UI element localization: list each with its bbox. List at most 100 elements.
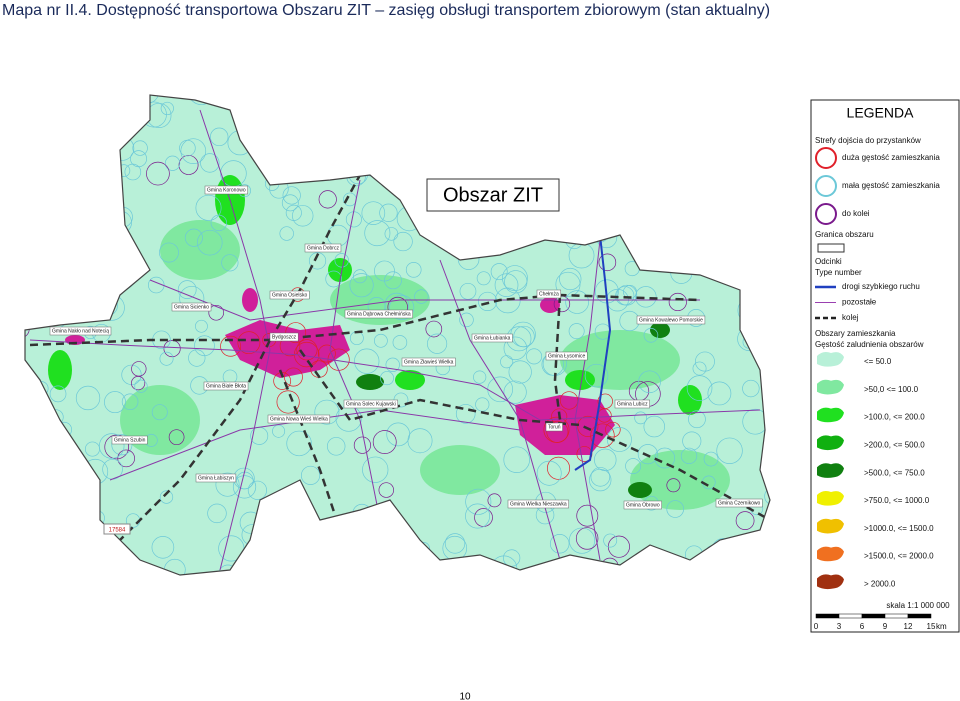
place-box — [343, 399, 398, 409]
stop-zone — [285, 322, 307, 344]
stop-zone — [159, 242, 179, 263]
stop-zone — [496, 212, 515, 231]
legend-swatch — [817, 407, 844, 423]
stop-zone — [341, 113, 368, 141]
stop-zone — [102, 95, 127, 110]
legend-label: pozostałe — [842, 298, 877, 307]
place-label: Gmina Szubin — [114, 437, 146, 443]
stop-zone — [281, 194, 299, 212]
stop-zone — [601, 154, 618, 171]
stop-zone — [533, 135, 557, 159]
stop-zone — [686, 375, 713, 401]
stop-zone — [240, 95, 262, 116]
stop-zone — [568, 527, 596, 554]
stop-zone — [505, 209, 521, 225]
code-box — [103, 523, 131, 535]
stop-zone — [590, 467, 611, 487]
place-label: Gmina Białe Błota — [206, 383, 246, 389]
stop-zone — [704, 136, 728, 159]
stop-zone — [389, 295, 415, 321]
legend-label: >1000.0, <= 1500.0 — [864, 524, 934, 533]
legend-label: >750.0, <= 1000.0 — [864, 496, 930, 505]
stop-zone — [77, 252, 93, 268]
roads — [29, 109, 761, 571]
stop-zone — [25, 319, 30, 339]
stop-zone — [630, 196, 657, 223]
stop-zone — [632, 135, 650, 153]
stop-zone — [407, 428, 433, 454]
stop-zone — [563, 131, 583, 151]
stop-zone — [200, 153, 220, 173]
stop-zone — [563, 212, 589, 238]
page-number: 10 — [459, 692, 471, 701]
stop-zone — [402, 170, 425, 193]
stop-zone — [130, 150, 147, 168]
stop-zone — [584, 363, 609, 388]
stop-zone — [605, 421, 621, 438]
stop-zone — [741, 131, 762, 152]
stop-zone — [184, 228, 203, 247]
place-label: Gmina Dąbrowa Chełmińska — [347, 311, 411, 317]
stop-zone — [684, 201, 705, 221]
stop-zone — [666, 478, 681, 493]
legend-label: kolej — [842, 313, 859, 322]
stop-zone — [716, 437, 743, 464]
stop-zone — [53, 169, 79, 194]
stop-zone — [328, 523, 351, 546]
legend-circle — [815, 203, 837, 225]
scale-text: skala 1:1 000 000 — [886, 601, 950, 610]
stop-zone — [761, 95, 770, 108]
stop-zone — [520, 157, 541, 178]
stop-zone — [379, 203, 398, 222]
legend-swatch — [817, 379, 844, 395]
stop-zone — [590, 423, 615, 448]
expressway — [574, 234, 612, 471]
stop-zone — [177, 280, 197, 299]
stop-zone — [327, 95, 349, 107]
stop-zone — [134, 379, 148, 393]
stop-zone — [349, 273, 374, 298]
stop-zone — [117, 449, 135, 468]
stop-zone — [473, 370, 487, 384]
stop-zone — [98, 243, 113, 258]
stop-zone — [576, 504, 599, 527]
stop-zone — [575, 527, 599, 550]
place-box — [171, 302, 212, 312]
stop-zone — [743, 531, 769, 557]
stop-zone — [232, 475, 257, 499]
stop-zone — [217, 95, 233, 99]
stop-zone — [39, 462, 67, 490]
stop-zone — [744, 201, 767, 223]
stop-zone — [196, 229, 223, 256]
stop-zone — [384, 271, 402, 290]
place-box — [267, 414, 331, 424]
stop-zone — [41, 123, 55, 137]
legend-heading: Obszary zamieszkania — [815, 329, 896, 338]
place-box — [111, 435, 148, 445]
place-label: Gmina Czernikowo — [718, 500, 760, 506]
stop-zone — [151, 404, 168, 421]
legend-heading: Gęstość zaludnienia obszarów — [815, 340, 924, 349]
place-box — [269, 290, 310, 300]
stop-zone — [32, 484, 59, 512]
stop-zone — [584, 95, 603, 111]
stop-zone — [502, 265, 528, 292]
stop-zone — [104, 391, 126, 414]
stop-zone — [503, 446, 530, 473]
scale-segment — [861, 613, 886, 619]
legend-swatch — [817, 463, 844, 478]
stop-zone — [577, 415, 599, 437]
stop-zone — [325, 270, 343, 288]
stop-zone — [694, 351, 715, 372]
stop-zone — [25, 236, 30, 254]
stop-zone — [759, 309, 770, 323]
place-box — [204, 185, 248, 195]
stop-zone — [625, 106, 649, 130]
stop-zone — [680, 447, 698, 465]
stop-zone — [364, 220, 391, 247]
stop-zone — [465, 488, 492, 515]
stop-zone — [393, 231, 413, 252]
stop-zone — [178, 155, 199, 175]
stop-zone — [760, 454, 770, 471]
stop-zone — [763, 349, 770, 363]
